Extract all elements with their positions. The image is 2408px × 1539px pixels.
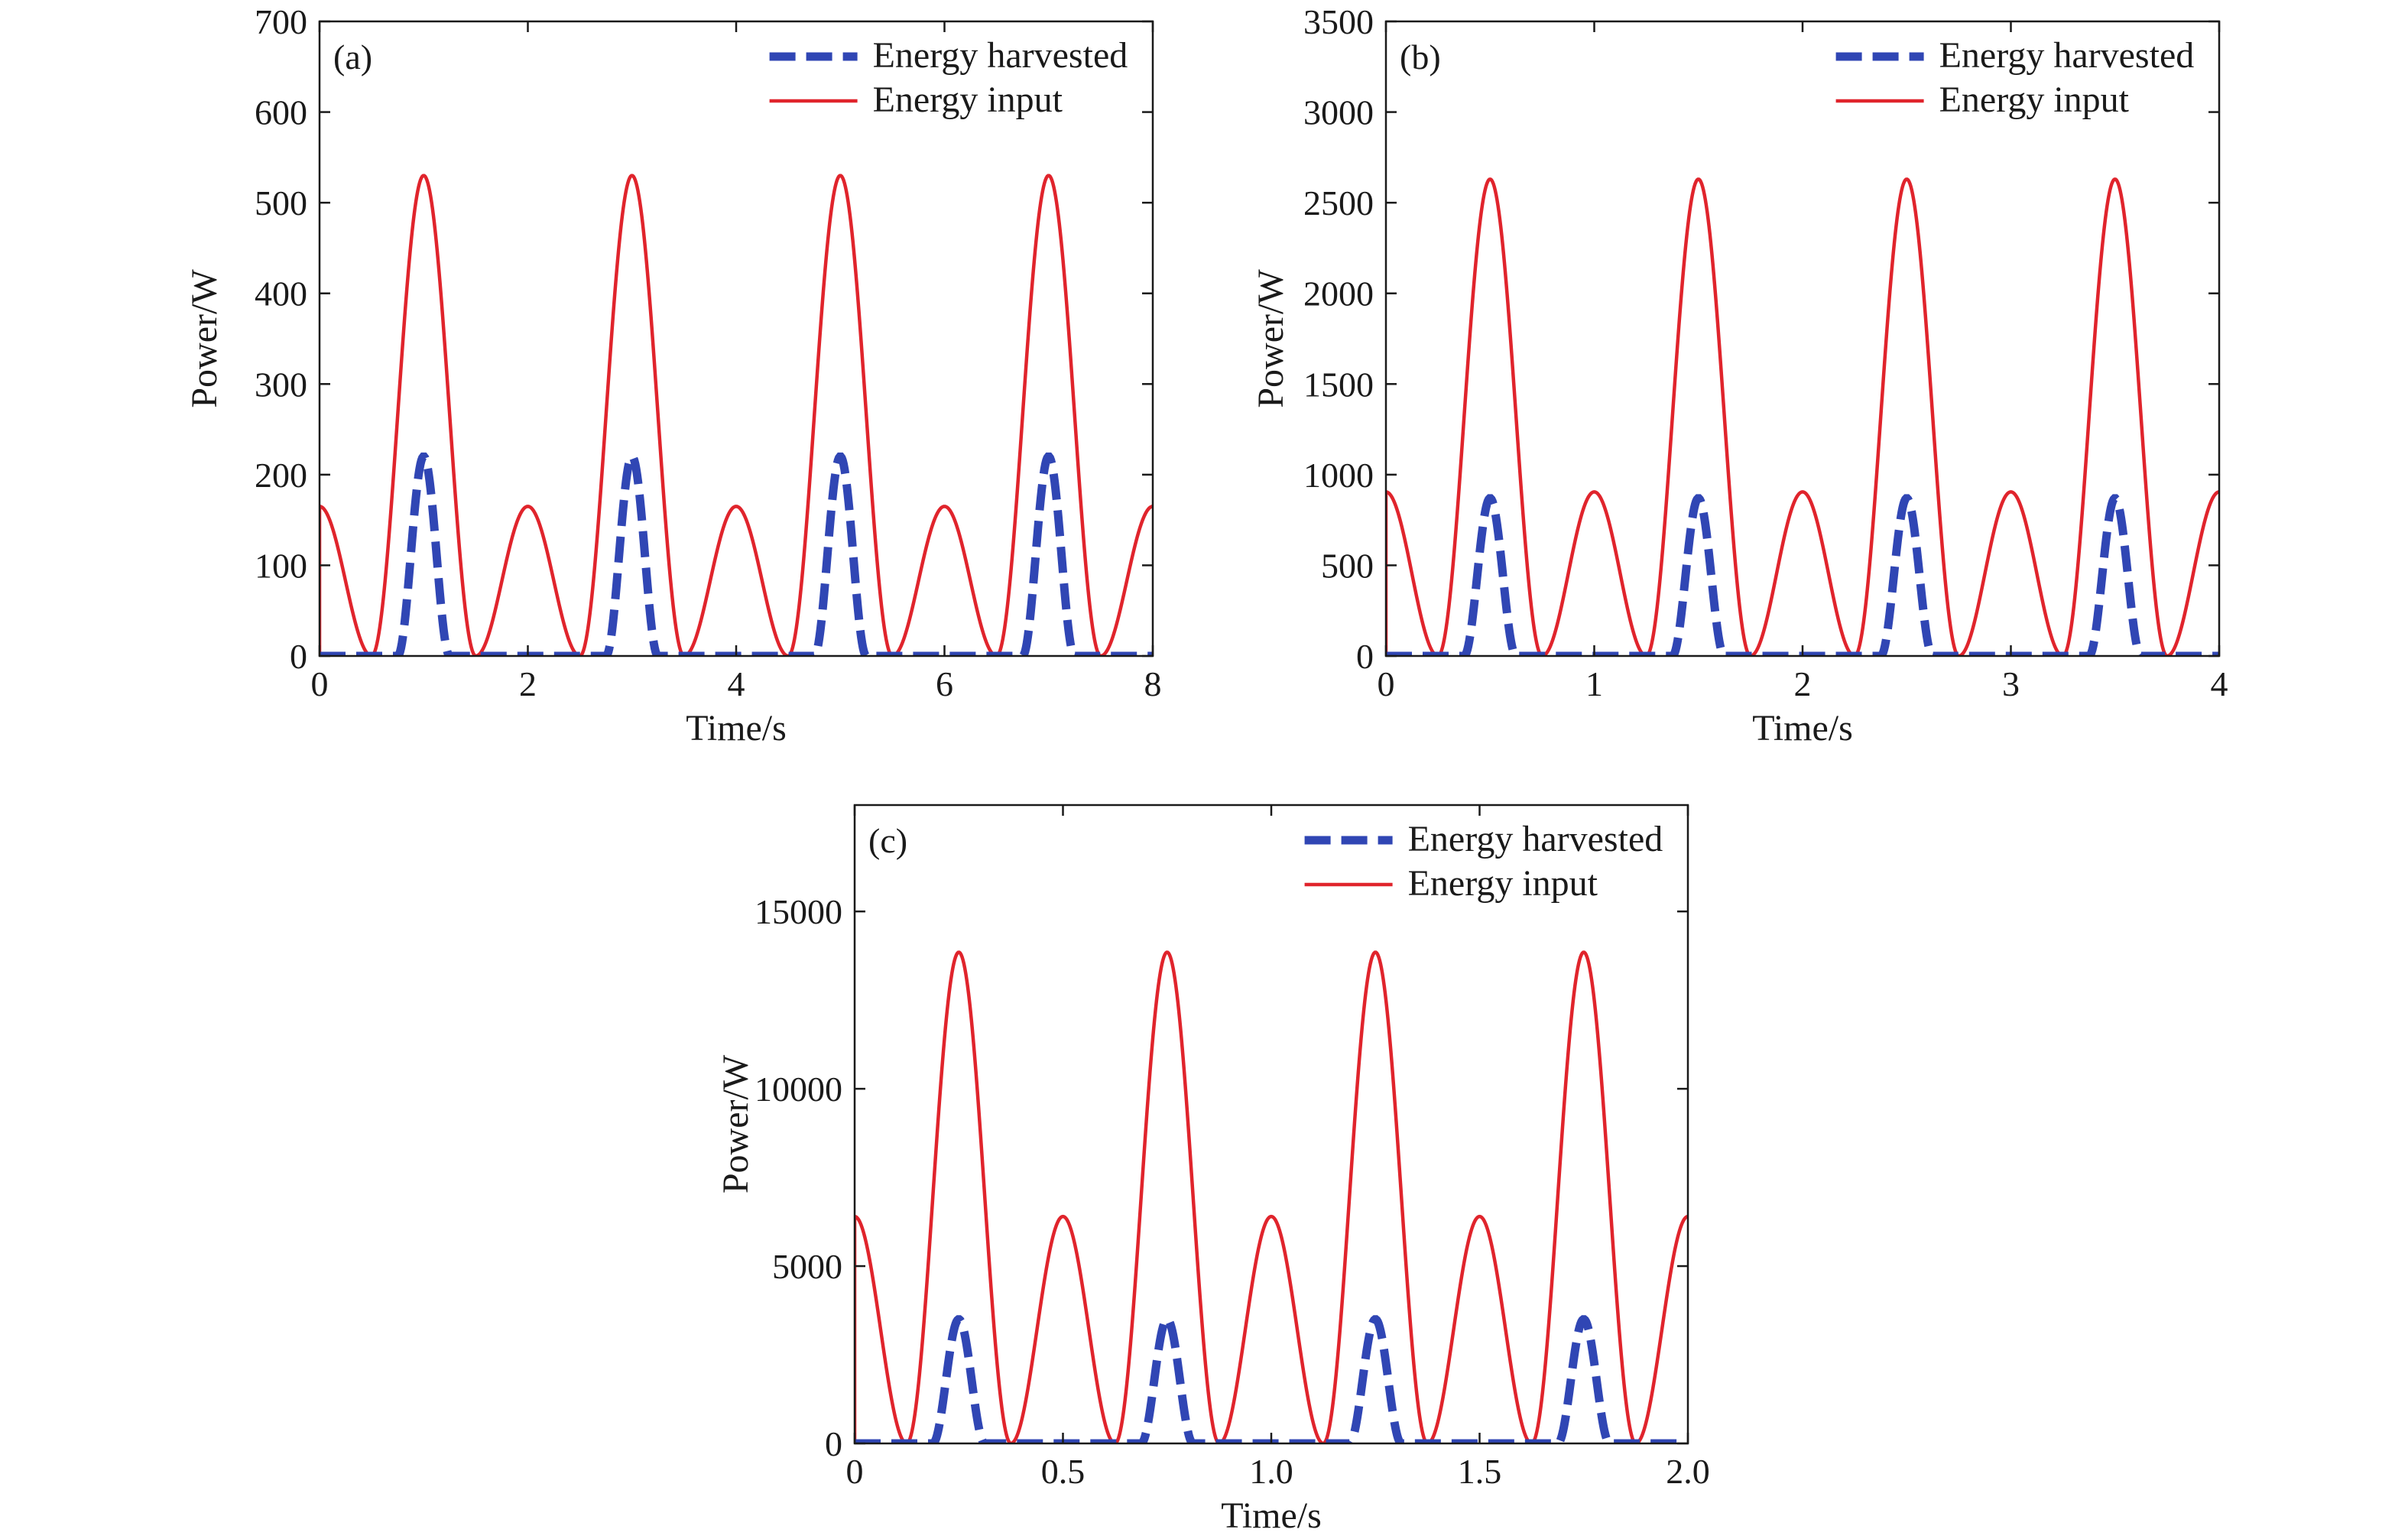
- y-tick-label: 100: [255, 546, 307, 585]
- series-line-energy-input: [1386, 177, 2219, 656]
- y-tick-label: 200: [255, 456, 307, 495]
- x-tick-label: 0: [311, 664, 329, 703]
- x-tick-label: 2.0: [1666, 1452, 1710, 1491]
- series-line-energy-harvested: [1386, 494, 2219, 656]
- panel-a: 0 2 4 6 8 0 100 200 300 400 500 600 700 Time/s Power/W…: [184, 2, 1162, 748]
- x-tick-label: 8: [1144, 664, 1162, 703]
- y-tick-label: 0: [1356, 637, 1374, 676]
- y-tick-label: 1500: [1303, 365, 1374, 404]
- x-axis-title: Time/s: [1752, 708, 1853, 748]
- y-tick-label: 2000: [1303, 274, 1374, 313]
- y-axis-title: Power/W: [716, 1054, 756, 1193]
- y-tick-label: 3000: [1303, 93, 1374, 132]
- x-tick-label: 2: [519, 664, 537, 703]
- y-tick-label: 600: [255, 93, 307, 132]
- series-group: [855, 950, 1688, 1443]
- panel-c: 0 0.5 1.0 1.5 2.0 0 5000 10000 15000 Time/s Power/…: [716, 804, 1710, 1536]
- panel-label: (b): [1400, 37, 1441, 76]
- y-tick-label: 10000: [755, 1070, 842, 1109]
- y-tick-label: 15000: [755, 892, 842, 931]
- x-axis-title: Time/s: [686, 708, 787, 748]
- legend-label-energy-harvested: Energy harvested: [1408, 819, 1663, 859]
- y-axis-title: Power/W: [184, 269, 225, 408]
- x-tick-label: 0: [1378, 664, 1395, 703]
- x-tick-label: 1.0: [1249, 1452, 1293, 1491]
- panel-label: (a): [333, 37, 372, 76]
- panel-label: (c): [868, 821, 907, 860]
- legend-label-energy-harvested: Energy harvested: [1939, 35, 2195, 76]
- legend-label-energy-input: Energy input: [1408, 863, 1598, 904]
- series-line-energy-input: [855, 950, 1688, 1443]
- series-group: [1386, 177, 2219, 656]
- series-group: [320, 174, 1153, 656]
- y-tick-label: 2500: [1303, 183, 1374, 222]
- x-tick-label: 3: [2002, 664, 2020, 703]
- panel-b: 0 1 2 3 4 0 500 1000 1500 2000 2500 3000 3500 Time/s P…: [1251, 2, 2228, 748]
- y-tick-label: 400: [255, 274, 307, 313]
- y-tick-label: 300: [255, 365, 307, 404]
- x-tick-label: 1.5: [1458, 1452, 1502, 1491]
- y-tick-label: 500: [255, 183, 307, 222]
- y-tick-label: 700: [255, 2, 307, 41]
- x-tick-label: 0.5: [1041, 1452, 1086, 1491]
- series-line-energy-harvested: [855, 1315, 1688, 1443]
- y-axis-title: Power/W: [1251, 269, 1291, 408]
- y-tick-label: 3500: [1303, 2, 1374, 41]
- y-tick-label: 0: [825, 1424, 842, 1463]
- series-line-energy-input: [320, 174, 1153, 656]
- x-tick-label: 6: [936, 664, 953, 703]
- legend-label-energy-input: Energy input: [873, 80, 1063, 120]
- x-tick-label: 1: [1585, 664, 1603, 703]
- x-tick-label: 0: [846, 1452, 864, 1491]
- legend-label-energy-input: Energy input: [1939, 80, 2130, 120]
- series-line-energy-harvested: [320, 452, 1153, 656]
- y-tick-label: 500: [1321, 546, 1374, 585]
- x-tick-label: 2: [1794, 664, 1812, 703]
- x-tick-label: 4: [728, 664, 745, 703]
- x-axis-title: Time/s: [1221, 1495, 1322, 1536]
- y-tick-label: 1000: [1303, 456, 1374, 495]
- legend-label-energy-harvested: Energy harvested: [873, 35, 1128, 76]
- y-tick-label: 5000: [772, 1247, 842, 1286]
- y-tick-label: 0: [290, 637, 307, 676]
- x-tick-label: 4: [2211, 664, 2228, 703]
